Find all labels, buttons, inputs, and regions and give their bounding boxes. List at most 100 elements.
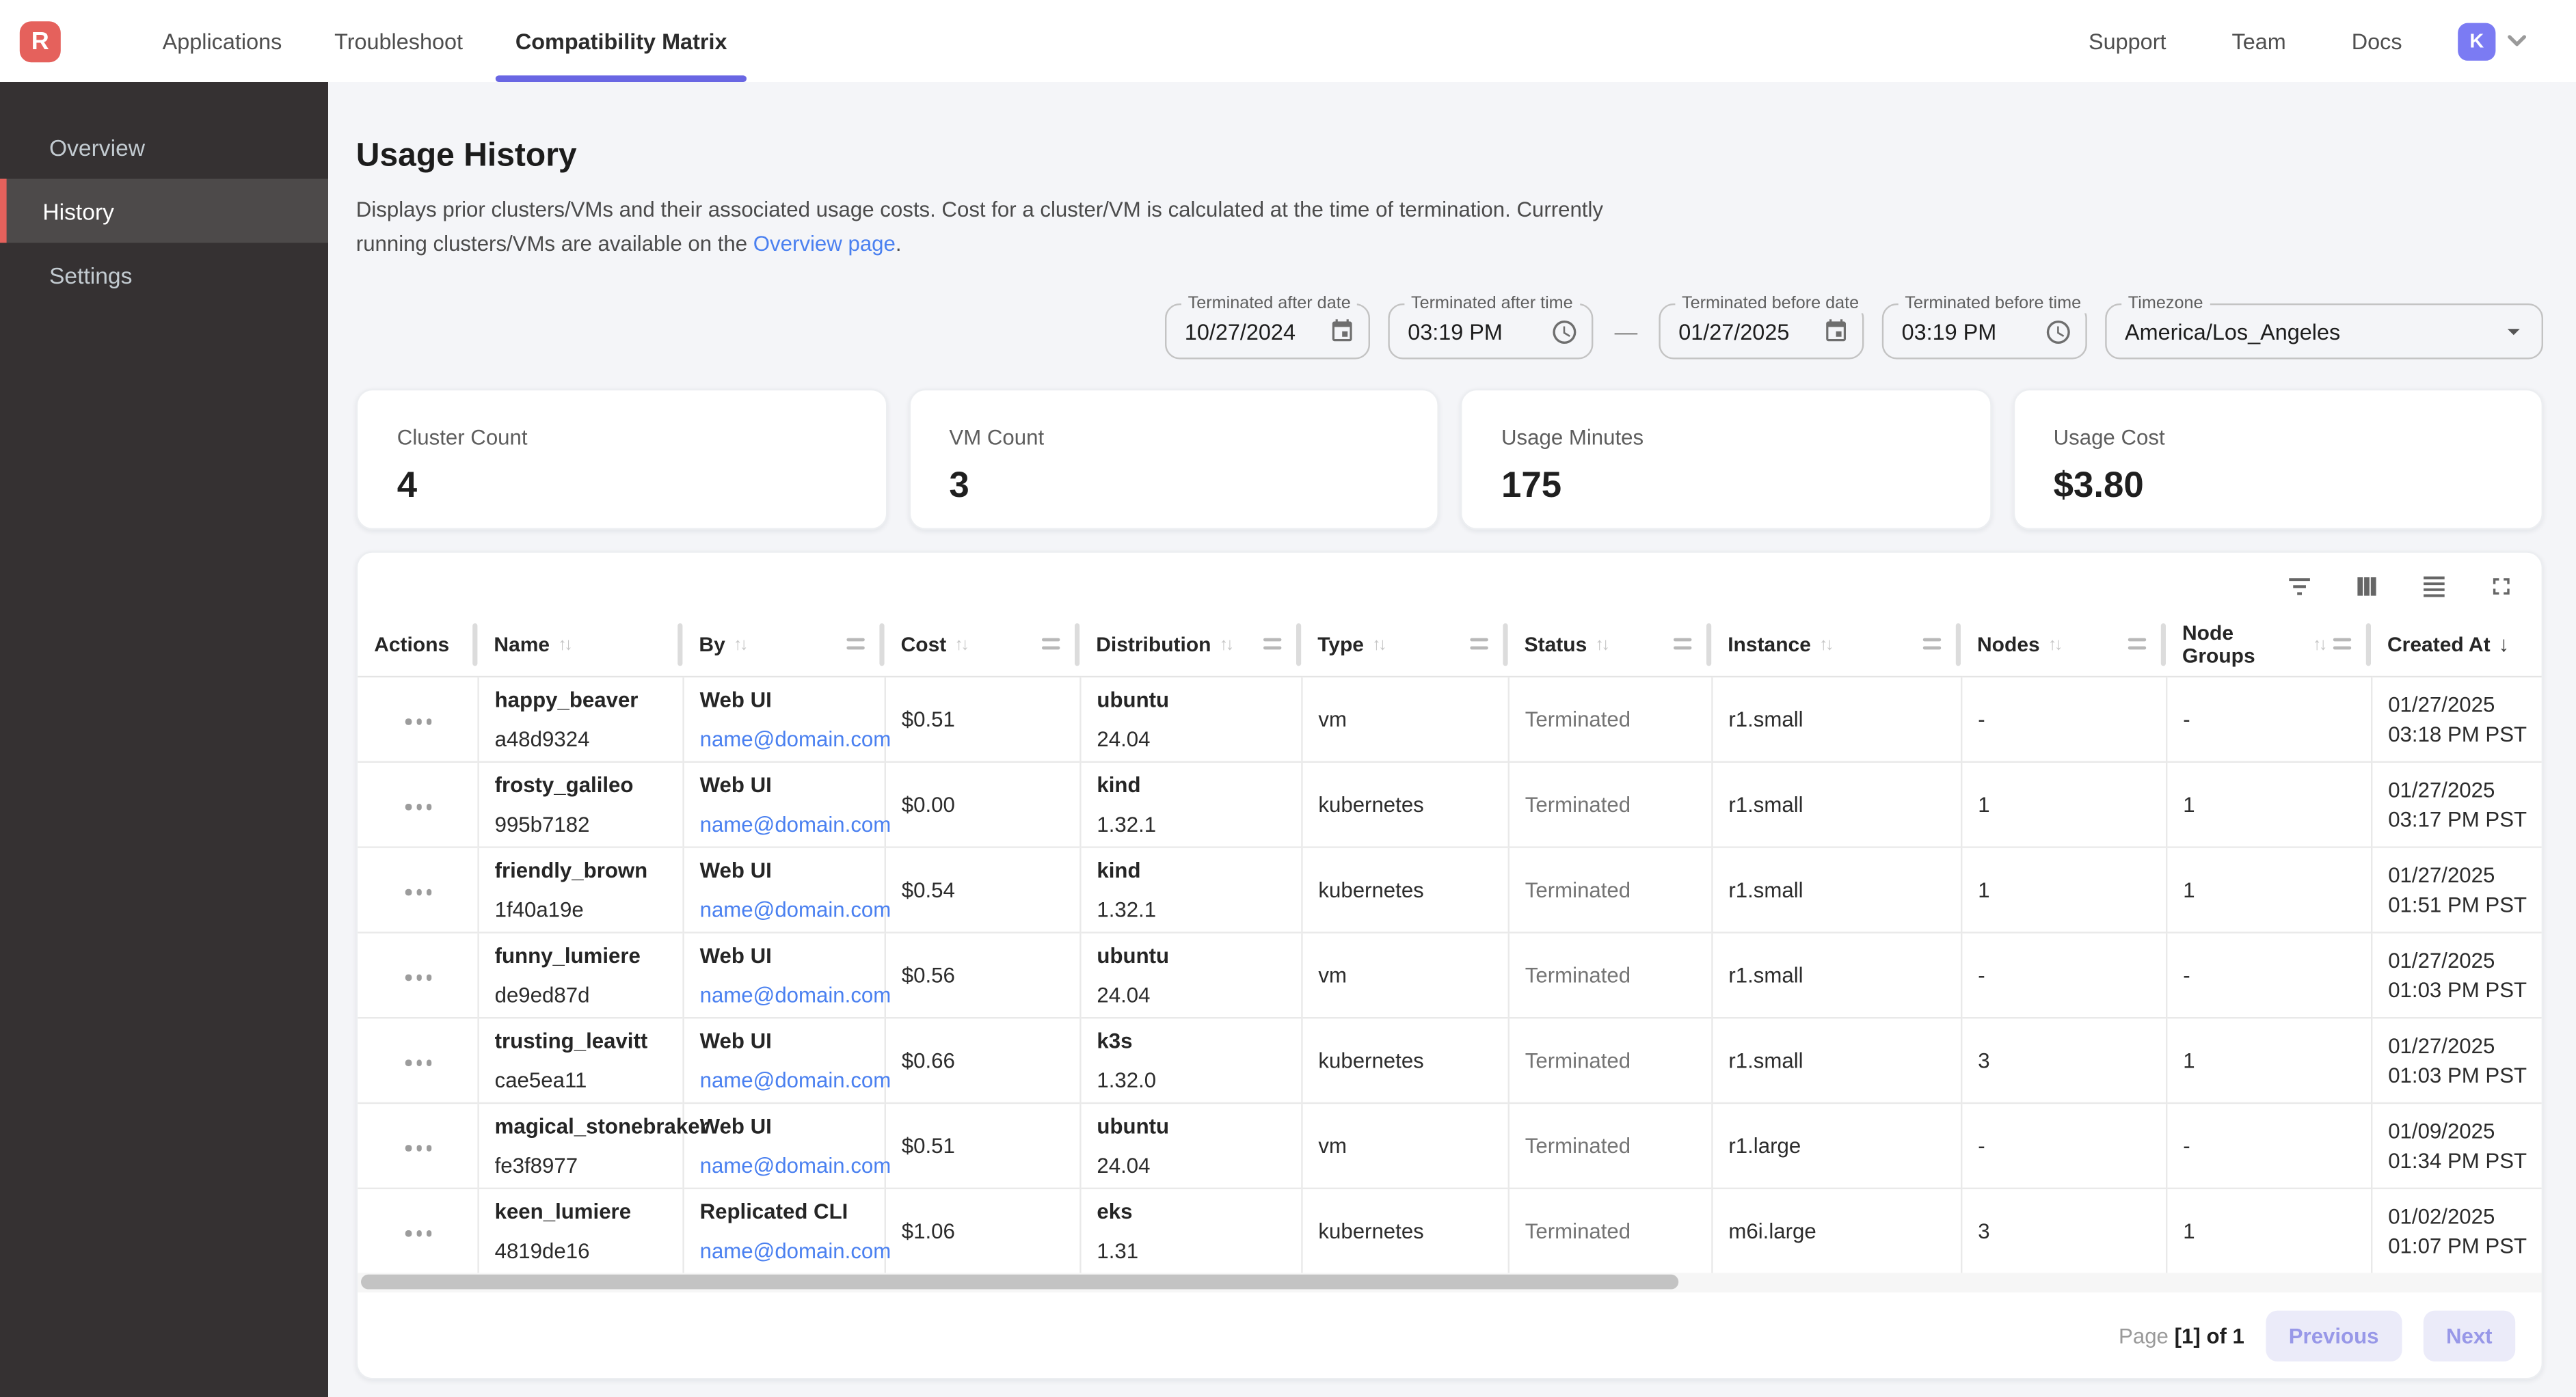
cell-nodes: - (1961, 1104, 2166, 1189)
column-header[interactable]: Node Groups ↑↓ (2166, 612, 2371, 677)
account-menu[interactable]: K (2458, 22, 2527, 59)
column-label: Nodes (1977, 632, 2040, 655)
drag-handle-icon[interactable] (1042, 638, 1073, 650)
status-badge: Terminated (1525, 707, 1631, 732)
column-header[interactable]: Name ↑↓ (477, 612, 682, 677)
timezone-select[interactable]: Timezone America/Los_Angeles (2105, 303, 2543, 360)
app-logo[interactable]: R (20, 21, 61, 62)
cell-node-groups: - (2166, 1104, 2371, 1189)
drag-handle-icon[interactable] (1470, 638, 1501, 650)
terminated-before-time-field[interactable]: Terminated before time 03:19 PM (1882, 303, 2087, 360)
usage-table-card: Actions Name (356, 551, 2543, 1379)
horizontal-scrollbar[interactable] (358, 1273, 2541, 1293)
row-actions-button[interactable] (394, 1039, 444, 1083)
distribution-name: kind (1097, 773, 1287, 798)
field-value: 01/27/2025 (1678, 319, 1789, 344)
status-badge: Terminated (1525, 793, 1631, 817)
next-page-button[interactable]: Next (2423, 1310, 2515, 1361)
column-header[interactable]: Instance ↑↓ (1711, 612, 1961, 677)
distribution-version: 1.32.1 (1097, 898, 1287, 923)
column-header[interactable]: Type ↑↓ (1301, 612, 1507, 677)
scrollbar-thumb[interactable] (361, 1275, 1678, 1290)
page-indicator: Page [1] of 1 (2119, 1323, 2244, 1348)
column-header[interactable]: Distribution ↑↓ (1079, 612, 1301, 677)
sidebar-item-history[interactable]: History (0, 179, 328, 243)
drag-handle-icon[interactable] (1263, 638, 1295, 650)
column-header[interactable]: Nodes ↑↓ (1961, 612, 2166, 677)
email-link[interactable]: name@domain.com (700, 813, 891, 837)
avatar[interactable]: K (2458, 22, 2495, 59)
instance-value: r1.small (1728, 793, 1803, 817)
cell-distribution: k3s 1.32.0 (1079, 1018, 1301, 1104)
cell-distribution: ubuntu 24.04 (1079, 1104, 1301, 1189)
field-label: Terminated before date (1675, 294, 1865, 314)
density-icon[interactable] (2420, 573, 2448, 601)
sidebar-item-overview[interactable]: Overview (0, 115, 328, 179)
sidebar-item-settings[interactable]: Settings (0, 243, 328, 307)
column-header[interactable]: Status ↑↓ (1508, 612, 1712, 677)
cluster-id: 995b7182 (495, 813, 669, 837)
nav-link-docs[interactable]: Docs (2352, 29, 2402, 53)
terminated-after-time-field[interactable]: Terminated after time 03:19 PM (1388, 303, 1593, 360)
row-actions-button[interactable] (394, 868, 444, 912)
row-actions-button[interactable] (394, 1210, 444, 1254)
column-label: Created At (2387, 632, 2491, 655)
drag-handle-icon[interactable] (2128, 638, 2160, 650)
cell-type: vm (1301, 677, 1507, 763)
cell-name: happy_beaver a48d9324 (477, 677, 682, 763)
caret-down-icon[interactable] (2486, 316, 2528, 346)
row-actions-button[interactable] (394, 953, 444, 998)
cost-value: $0.00 (902, 793, 955, 817)
chevron-down-icon[interactable] (2507, 34, 2527, 47)
overview-page-link[interactable]: Overview page (753, 231, 896, 256)
terminated-before-date-field[interactable]: Terminated before date 01/27/2025 (1659, 303, 1864, 360)
drag-handle-icon[interactable] (2333, 638, 2365, 650)
calendar-icon[interactable] (1810, 318, 1849, 344)
previous-page-button[interactable]: Previous (2266, 1310, 2402, 1361)
email-link[interactable]: name@domain.com (700, 983, 891, 1007)
nav-link-support[interactable]: Support (2089, 29, 2166, 53)
cluster-id: 1f40a19e (495, 898, 669, 923)
email-link[interactable]: name@domain.com (700, 727, 891, 752)
email-link[interactable]: name@domain.com (700, 1154, 891, 1178)
type-value: vm (1318, 1134, 1347, 1158)
status-badge: Terminated (1525, 878, 1631, 903)
calendar-icon[interactable] (1316, 318, 1356, 344)
terminated-after-date-field[interactable]: Terminated after date 10/27/2024 (1165, 303, 1370, 360)
columns-icon[interactable] (2353, 573, 2381, 601)
row-actions-button[interactable] (394, 698, 444, 742)
column-header[interactable]: Cost ↑↓ (885, 612, 1080, 677)
fullscreen-icon[interactable] (2487, 573, 2515, 601)
drag-handle-icon[interactable] (846, 638, 878, 650)
nav-link-team[interactable]: Team (2232, 29, 2286, 53)
stat-value: 175 (1501, 464, 1989, 506)
row-actions-button[interactable] (394, 1124, 444, 1169)
drag-handle-icon[interactable] (1923, 638, 1955, 650)
tab-troubleshoot[interactable]: Troubleshoot (308, 0, 489, 82)
clock-icon[interactable] (2031, 317, 2072, 345)
table-body: happy_beaver a48d9324 Web UI name@domain… (358, 677, 2543, 1273)
node-groups-value: - (2183, 1134, 2190, 1158)
cluster-name: frosty_galileo (495, 773, 669, 798)
page-prefix: Page (2119, 1323, 2169, 1348)
email-link[interactable]: name@domain.com (700, 1068, 891, 1093)
cell-distribution: eks 1.31 (1079, 1189, 1301, 1274)
clock-icon[interactable] (1538, 317, 1579, 345)
sort-icon: ↑↓ (2048, 634, 2061, 654)
tab-applications[interactable]: Applications (136, 0, 308, 82)
column-header[interactable]: By ↑↓ (682, 612, 884, 677)
stat-card-usage-minutes: Usage Minutes 175 (1460, 389, 1991, 530)
column-label: Distribution (1096, 632, 1211, 655)
row-actions-button[interactable] (394, 783, 444, 828)
column-header[interactable]: Actions (358, 612, 477, 677)
tab-compatibility-matrix[interactable]: Compatibility Matrix (489, 0, 753, 82)
column-header[interactable]: Created At ↓ (2371, 612, 2543, 677)
instance-value: m6i.large (1728, 1219, 1816, 1244)
column-label: Cost (901, 632, 947, 655)
email-link[interactable]: name@domain.com (700, 1239, 891, 1264)
filter-icon[interactable] (2285, 573, 2313, 601)
nodes-value: - (1978, 707, 1985, 732)
email-link[interactable]: name@domain.com (700, 898, 891, 923)
drag-handle-icon[interactable] (1674, 638, 1705, 650)
cell-distribution: ubuntu 24.04 (1079, 933, 1301, 1018)
